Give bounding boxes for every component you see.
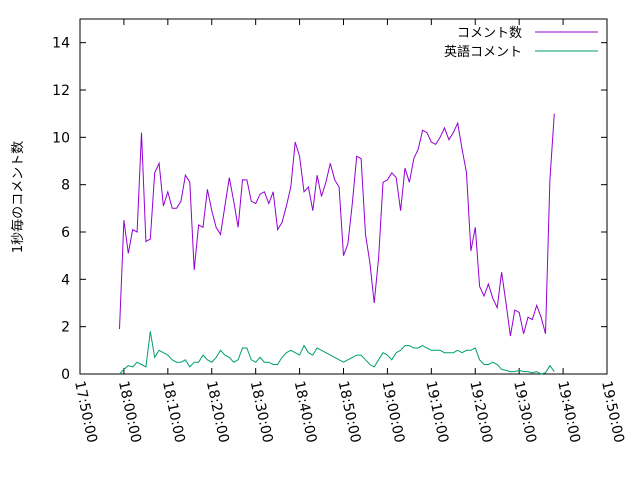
legend-label-2: 英語コメント: [444, 44, 522, 60]
plot-frame: [79, 18, 608, 375]
x-tick-label: 19:10:00: [422, 380, 451, 445]
x-tick-label: 18:50:00: [335, 380, 364, 445]
y-tick-label: 6: [61, 225, 70, 241]
x-tick-label: 18:10:00: [159, 380, 188, 445]
x-tick-label: 18:40:00: [291, 380, 320, 445]
y-tick-label: 10: [52, 130, 70, 146]
y-tick-label: 2: [61, 320, 70, 336]
x-tick-label: 19:50:00: [598, 380, 627, 445]
x-tick-label: 19:40:00: [554, 380, 583, 445]
x-tick-label: 18:30:00: [247, 380, 276, 445]
y-axis: 0 2 4 6 8 10 12 14: [52, 36, 607, 383]
x-tick-label: 19:20:00: [466, 380, 495, 445]
x-tick-label: 18:20:00: [203, 380, 232, 445]
x-tick-label: 19:30:00: [510, 380, 539, 445]
series-layer: [119, 113, 555, 375]
series-line-2: [119, 331, 555, 375]
y-axis-title: 1秒毎のコメント数: [10, 141, 26, 253]
y-tick-label: 12: [52, 83, 70, 99]
y-tick-label: 0: [61, 367, 70, 383]
x-tick-label: 19:00:00: [379, 380, 408, 445]
x-tick-label: 18:00:00: [115, 380, 144, 445]
plot-border: [79, 18, 608, 375]
y-tick-label: 8: [61, 178, 70, 194]
y-tick-label: 4: [61, 272, 70, 288]
x-tick-label: 17:50:00: [71, 380, 100, 445]
series-line-1: [119, 113, 555, 337]
legend-label-1: コメント数: [457, 26, 522, 41]
y-tick-label: 14: [52, 36, 70, 52]
